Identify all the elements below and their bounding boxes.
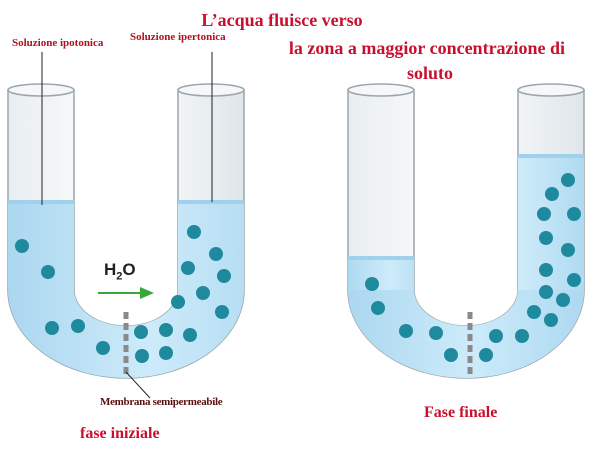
particle [545, 187, 559, 201]
particle [479, 348, 493, 362]
particle [537, 207, 551, 221]
particle [567, 207, 581, 221]
left-u-tube [7, 52, 245, 399]
particle [187, 225, 201, 239]
particle [196, 286, 210, 300]
right-u-tube [347, 83, 585, 379]
hypotonic-label: Soluzione ipotonica [12, 37, 104, 49]
left-tube-rim-left [7, 83, 75, 97]
particle [183, 328, 197, 342]
particle [399, 324, 413, 338]
particle [15, 239, 29, 253]
particle [556, 293, 570, 307]
particle [539, 285, 553, 299]
particle [171, 295, 185, 309]
final-phase-label: Fase finale [424, 404, 498, 421]
right-particles [365, 173, 581, 362]
right-tube-rim-right [517, 83, 585, 97]
particle [215, 305, 229, 319]
particle [539, 263, 553, 277]
particle [45, 321, 59, 335]
particle [527, 305, 541, 319]
particle [544, 313, 558, 327]
title-line-1: L’acqua fluisce verso [201, 10, 363, 30]
particle [41, 265, 55, 279]
left-tube-rim-right [177, 83, 245, 97]
title-line-2: la zona a maggior concentrazione di [288, 38, 566, 58]
particle [371, 301, 385, 315]
particle [134, 325, 148, 339]
particle [159, 346, 173, 360]
molecule-tail: O [122, 260, 136, 279]
particle [539, 231, 553, 245]
particle [567, 273, 581, 287]
left-particles [15, 225, 231, 363]
membrane-pointer-line [125, 371, 151, 399]
particle [209, 247, 223, 261]
water-flow-arrow [98, 287, 154, 299]
particle [159, 323, 173, 337]
membrane-label: Membrana semipermeabile [100, 396, 223, 408]
particle [96, 341, 110, 355]
particle [561, 173, 575, 187]
hypertonic-label: Soluzione ipertonica [130, 31, 226, 43]
particle [515, 329, 529, 343]
particle [71, 319, 85, 333]
particle [444, 348, 458, 362]
molecule-subscript: 2 [116, 270, 123, 283]
particle [181, 261, 195, 275]
particle [135, 349, 149, 363]
molecule-main: H [104, 260, 117, 279]
particle [561, 243, 575, 257]
right-tube-rim-left [347, 83, 415, 97]
particle [489, 329, 503, 343]
initial-phase-label: fase iniziale [80, 425, 160, 442]
particle [429, 326, 443, 340]
title-line-3: soluto [406, 63, 453, 83]
particle [217, 269, 231, 283]
water-molecule-label: H2O [104, 260, 136, 282]
left-liquid-left-arm [8, 202, 244, 378]
particle [365, 277, 379, 291]
